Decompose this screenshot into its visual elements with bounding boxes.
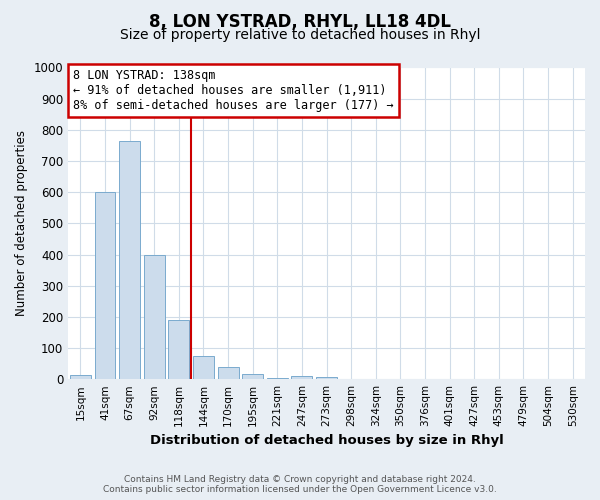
Bar	[169, 320, 189, 379]
Bar	[267, 378, 288, 379]
Bar	[95, 192, 115, 379]
Bar	[316, 376, 337, 379]
Text: 8 LON YSTRAD: 138sqm
← 91% of detached houses are smaller (1,911)
8% of semi-det: 8 LON YSTRAD: 138sqm ← 91% of detached h…	[73, 69, 394, 112]
Bar	[292, 376, 313, 379]
Bar	[119, 140, 140, 379]
X-axis label: Distribution of detached houses by size in Rhyl: Distribution of detached houses by size …	[149, 434, 503, 448]
Text: Size of property relative to detached houses in Rhyl: Size of property relative to detached ho…	[120, 28, 480, 42]
Y-axis label: Number of detached properties: Number of detached properties	[15, 130, 28, 316]
Text: Contains HM Land Registry data © Crown copyright and database right 2024.
Contai: Contains HM Land Registry data © Crown c…	[103, 474, 497, 494]
Text: 8, LON YSTRAD, RHYL, LL18 4DL: 8, LON YSTRAD, RHYL, LL18 4DL	[149, 12, 451, 30]
Bar	[70, 374, 91, 379]
Bar	[144, 254, 164, 379]
Bar	[218, 366, 239, 379]
Bar	[242, 374, 263, 379]
Bar	[193, 356, 214, 379]
